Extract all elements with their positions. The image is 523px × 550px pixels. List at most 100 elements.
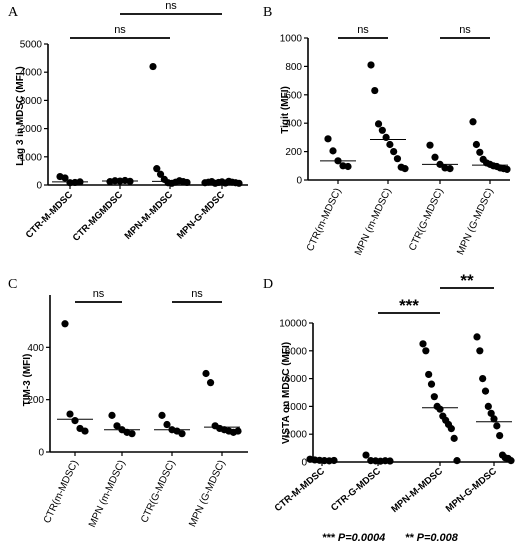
panel-a-ticks: 0 1000 2000 3000 4000 5000 xyxy=(20,40,223,192)
panel-c-letter: C xyxy=(8,277,17,292)
panel-c-category-label: CTR(m-MDSC) xyxy=(42,459,81,526)
panel-b-data-point xyxy=(393,155,402,163)
panel-a-annotations: ns ns xyxy=(70,0,222,39)
panel-d-data-point xyxy=(427,380,436,388)
panel-d-data-point xyxy=(386,457,394,465)
panel-b-data-point xyxy=(344,162,352,171)
panel-d-axes xyxy=(312,323,508,463)
panel-b-data-point xyxy=(329,147,337,155)
panel-c-category-label: MPN (G-MDSC) xyxy=(187,459,227,529)
panel-d-data-point xyxy=(436,405,444,413)
panel-b-category-label: MPN (G-MDSC) xyxy=(455,187,495,257)
panel-a-ytick-label: 5000 xyxy=(20,40,43,51)
panel-a-ylabel: Lag 3 in MDSC (MFI ) xyxy=(15,66,26,165)
panel-d-ytick-label: 10000 xyxy=(279,319,307,330)
panel-d-data-point xyxy=(481,387,490,395)
panel-b-data-point xyxy=(476,148,484,156)
panel-a-data-point xyxy=(156,170,165,178)
panel-c-data-point xyxy=(113,422,121,430)
panel-b-ytick-label: 600 xyxy=(285,90,302,101)
panel-d-data-point xyxy=(507,457,515,465)
panel-a-data-point xyxy=(153,165,161,173)
panel-b-ytick-label: 800 xyxy=(285,62,302,73)
panel-b-data-point xyxy=(503,165,511,173)
panel-b-ytick-label: 1000 xyxy=(280,34,303,45)
panel-b-data-point xyxy=(390,148,398,156)
panel-c-data-point xyxy=(108,411,116,419)
panel-d-data-point xyxy=(479,375,487,383)
panel-b-significance-label: ns xyxy=(459,24,471,36)
panel-b-data-point xyxy=(386,140,394,149)
panel-c: C TIM-3 (MFI) 0 200 400 CTR(m-MDSC) MPN (m-… xyxy=(8,277,248,529)
panel-b-letter: B xyxy=(263,5,272,20)
panel-d-letter: D xyxy=(263,277,273,292)
panel-a-axes xyxy=(47,44,248,186)
panel-b-annotations: ns ns xyxy=(338,24,490,39)
panel-d-ytick-label: 8000 xyxy=(285,346,308,357)
panel-b-data-point xyxy=(431,153,439,161)
panel-d-ytick-label: 6000 xyxy=(285,374,308,385)
panel-b: B Tigit (MFI) 0 200 400 600 800 1000 CTR(m-MD… xyxy=(263,5,511,257)
panel-b-ytick-label: 200 xyxy=(285,147,302,158)
panel-a-significance-label: ns xyxy=(165,0,177,12)
panel-d-data-point xyxy=(430,393,438,401)
panel-c-data-point xyxy=(128,430,136,438)
panel-b-ticks: 0 200 400 600 800 1000 xyxy=(280,34,491,187)
panel-d-annotations: ***** xyxy=(378,271,494,315)
panel-d-significance-label: *** xyxy=(399,296,419,315)
panel-a-data-point xyxy=(183,178,191,187)
panel-b-data-point xyxy=(401,165,409,173)
panel-a-medians xyxy=(52,180,240,183)
panel-a-significance-label: ns xyxy=(114,24,126,36)
panel-d-data-point xyxy=(453,457,461,465)
panel-b-ylabel: Tigit (MFI) xyxy=(280,86,291,134)
panel-c-ytick-label: 400 xyxy=(27,343,44,354)
panel-d-data-point xyxy=(330,456,338,465)
panel-b-category-label: CTR(G-MDSC) xyxy=(407,187,446,253)
panel-b-category-label: CTR(m-MDSC) xyxy=(305,187,344,254)
panel-d-significance-label: ** xyxy=(460,271,474,290)
panel-b-data-point xyxy=(472,140,480,149)
panel-c-data-point xyxy=(202,369,210,378)
panel-c-data-point xyxy=(178,430,186,438)
panel-d-ytick-label: 4000 xyxy=(285,402,308,413)
panel-b-medians xyxy=(320,139,508,166)
panel-c-data-point xyxy=(61,320,69,328)
panel-d-category-label: CTR-G-MDSC xyxy=(329,466,383,514)
panel-d-data-point xyxy=(473,333,481,341)
panel-c-annotations: ns ns xyxy=(75,288,222,303)
panel-d-category-label: MPN-G-MDSC xyxy=(444,466,499,515)
panel-d-data-point xyxy=(487,409,495,417)
panel-b-data-point xyxy=(367,61,375,69)
panel-a-category-label: MPN-G-MDSC xyxy=(175,189,227,241)
panel-d-data-point xyxy=(450,434,458,442)
panel-b-axes xyxy=(307,38,510,181)
panel-d-ylabel: VISTA on MDSC (MFI) xyxy=(281,342,292,444)
panel-c-axes xyxy=(49,295,248,453)
panel-a-category-label: MPN-M-MDSC xyxy=(123,189,176,242)
panel-c-ytick-label: 0 xyxy=(38,448,44,459)
panel-a-data-point xyxy=(149,62,157,71)
panel-d-data-point xyxy=(484,402,492,410)
panel-c-significance-label: ns xyxy=(93,288,105,300)
panel-d-data-point xyxy=(425,370,433,379)
panel-d: D VISTA on MDSC (MFI) 0 2000 4000 6000 8000 1… xyxy=(263,271,515,544)
panel-a-ytick-label: 3000 xyxy=(20,96,43,107)
panel-d-category-label: MPN-M-MDSC xyxy=(389,466,445,515)
panel-c-data-point xyxy=(163,420,171,429)
panel-c-ticks: 0 200 400 xyxy=(27,343,223,459)
panel-d-ytick-label: 2000 xyxy=(285,430,308,441)
panel-d-footnote-2: ** P=0.008 xyxy=(405,532,459,544)
panel-a-letter: A xyxy=(8,5,19,20)
panel-b-points xyxy=(324,61,511,173)
panel-a-ytick-label: 4000 xyxy=(20,68,43,79)
panel-b-data-point xyxy=(371,86,379,95)
panel-d-data-point xyxy=(496,431,504,440)
panel-b-data-point xyxy=(324,135,332,143)
panel-c-data-point xyxy=(66,410,74,418)
panel-a: A Lag 3 in MDSC (MFI ) 0 1000 2000 3000 4000… xyxy=(8,0,248,244)
panel-b-ytick-label: 0 xyxy=(296,176,302,187)
panel-d-footnote-1: *** P=0.0004 xyxy=(322,532,385,544)
